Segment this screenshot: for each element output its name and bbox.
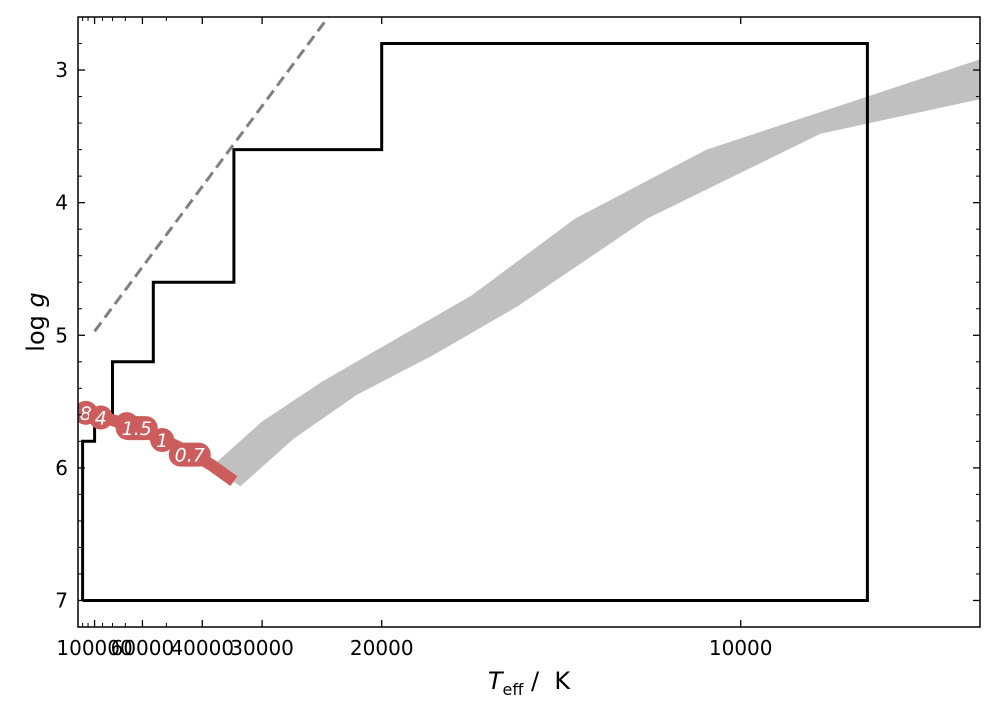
mass-label-bubble [150, 428, 175, 453]
mass-label-3: 1.5 [115, 416, 158, 441]
mass-label-bubble [115, 416, 158, 441]
mass-label-text: 1 [156, 430, 168, 452]
x-axis-title-symbol: T [488, 667, 505, 695]
y-tick-label: 4 [55, 191, 68, 215]
plot-frame [77, 16, 981, 628]
y-tick-label: 7 [55, 588, 68, 612]
x-axis-title-subscript: eff [503, 680, 525, 699]
y-axis-title-symbol: g [22, 292, 50, 307]
mass-label-bubble [168, 442, 211, 467]
x-tick-label: 20000 [350, 636, 414, 660]
mass-label-bubble [88, 405, 113, 430]
mass-label-1: 4 [88, 405, 113, 430]
mass-label-text: 4 [95, 407, 107, 429]
tick-marks [77, 17, 980, 627]
mass-label-4: 1 [150, 428, 175, 453]
x-tick-label: 10000 [709, 636, 773, 660]
x-tick-label: 60000 [111, 636, 175, 660]
y-tick-label: 3 [55, 58, 68, 82]
x-tick-label: 40000 [170, 636, 234, 660]
mass-label-text: 0.7 [175, 445, 205, 467]
mass-label-5: 0.7 [168, 442, 211, 467]
series-region-boundary [81, 42, 869, 602]
x-axis-title: Teff / K [488, 667, 572, 699]
plot-content: 8421.510.7 [78, 17, 980, 602]
y-tick-label: 5 [55, 323, 68, 347]
x-tick-label: 30000 [230, 636, 294, 660]
y-axis-title: log g [22, 292, 50, 351]
x-axis-title-unit: / K [523, 667, 571, 695]
y-tick-label: 6 [55, 456, 68, 480]
x-tick-label: 100000 [56, 636, 132, 660]
series-dashed-line [93, 17, 330, 333]
series-gray-band [211, 59, 980, 487]
mass-label-text: 1.5 [122, 418, 152, 440]
mass-label-text: 8 [80, 403, 92, 425]
y-axis-title-text: log [22, 308, 50, 352]
